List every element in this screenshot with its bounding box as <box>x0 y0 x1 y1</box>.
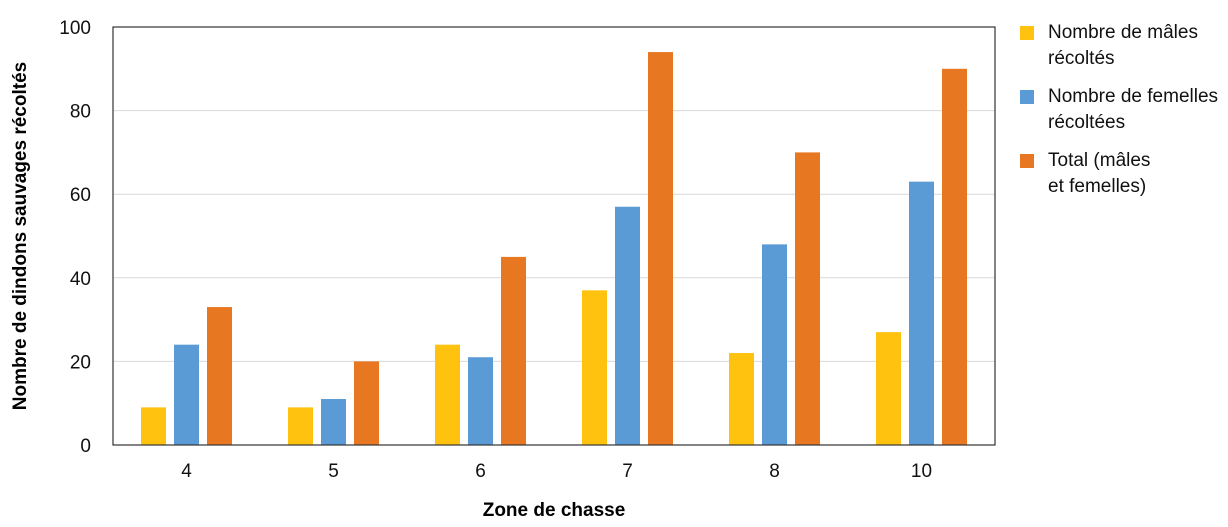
legend-label-line: et femelles) <box>1048 176 1147 197</box>
bar-series-3-zone-4 <box>207 307 232 445</box>
y-axis-title: Nombre de dindons sauvages récoltés <box>10 62 31 410</box>
x-axis-title: Zone de chasse <box>483 500 626 521</box>
y-tick-label: 20 <box>70 352 91 373</box>
bar-series-2-zone-4 <box>174 344 199 445</box>
x-tick-label: 7 <box>622 461 633 482</box>
plot-area-frame <box>112 26 996 446</box>
bar-series-3-zone-5 <box>354 361 379 445</box>
legend-swatch <box>1020 26 1034 40</box>
bar-series-1-zone-4 <box>141 407 166 445</box>
legend: Nombre de mâles récoltés Nombre de femelle… <box>1020 20 1225 212</box>
bar-series-2-zone-5 <box>321 399 346 445</box>
legend-label-line: récoltés <box>1048 48 1115 69</box>
legend-item: Nombre de mâles récoltés <box>1020 20 1225 72</box>
y-tick-label: 60 <box>70 185 91 206</box>
bar-series-3-zone-6 <box>501 256 526 445</box>
y-tick-label: 80 <box>70 102 91 123</box>
legend-swatch <box>1020 90 1034 104</box>
y-tick-label: 40 <box>70 269 91 290</box>
bar-series-1-zone-8 <box>729 353 754 445</box>
x-tick-label: 5 <box>328 461 339 482</box>
x-tick-label: 8 <box>769 461 780 482</box>
bar-series-3-zone-8 <box>795 152 820 445</box>
bar-series-1-zone-10 <box>876 332 901 445</box>
legend-label-line: récoltées <box>1048 112 1126 133</box>
y-tick-label: 0 <box>80 436 91 457</box>
bar-series-1-zone-7 <box>582 290 607 445</box>
legend-item: Nombre de femelles récoltées <box>1020 84 1225 136</box>
legend-label-line: Nombre de mâles <box>1048 22 1198 43</box>
bar-series-2-zone-7 <box>615 206 640 445</box>
gridlines <box>113 26 995 446</box>
legend-swatch <box>1020 154 1034 168</box>
x-axis-ticks: 4 5 6 7 8 10 <box>181 461 932 482</box>
bar-series-1-zone-6 <box>435 344 460 445</box>
legend-item: Total (mâles et femelles) <box>1020 148 1225 200</box>
bar-series-3-zone-10 <box>942 68 967 446</box>
x-tick-label: 4 <box>181 461 192 482</box>
bar-series-3-zone-7 <box>648 52 673 445</box>
x-tick-label: 10 <box>911 461 932 482</box>
bars <box>141 52 967 446</box>
bar-series-2-zone-6 <box>468 357 493 445</box>
x-tick-label: 6 <box>475 461 486 482</box>
bar-series-1-zone-5 <box>288 407 313 445</box>
legend-label-line: Total (mâles <box>1048 150 1151 171</box>
bar-series-2-zone-10 <box>909 181 934 445</box>
bar-series-2-zone-8 <box>762 244 787 445</box>
y-tick-label: 100 <box>59 18 91 39</box>
legend-label-line: Nombre de femelles <box>1048 86 1219 107</box>
y-axis-ticks: 0 20 40 60 80 100 <box>59 18 91 457</box>
